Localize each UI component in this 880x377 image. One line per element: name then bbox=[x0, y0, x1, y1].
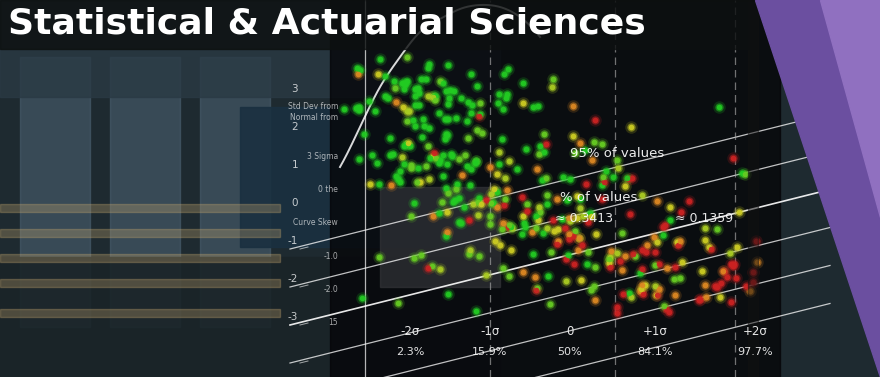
Bar bbox=[110, 57, 180, 327]
Text: 0 the: 0 the bbox=[319, 185, 338, 194]
Text: -1σ: -1σ bbox=[480, 325, 500, 338]
Text: % of values: % of values bbox=[560, 191, 637, 204]
Bar bbox=[0, 0, 500, 97]
Bar bbox=[330, 0, 780, 377]
Bar bbox=[0, 309, 280, 317]
Bar bbox=[0, 204, 280, 212]
Text: 84.1%: 84.1% bbox=[637, 347, 672, 357]
Text: 15: 15 bbox=[328, 318, 338, 327]
Text: 2: 2 bbox=[291, 122, 298, 132]
Text: -3: -3 bbox=[288, 312, 298, 322]
Text: Normal from: Normal from bbox=[290, 113, 338, 122]
Text: -2σ: -2σ bbox=[400, 325, 420, 338]
Text: +2σ: +2σ bbox=[743, 325, 767, 338]
Bar bbox=[0, 0, 750, 49]
Text: 50%: 50% bbox=[558, 347, 583, 357]
Text: 95% of values: 95% of values bbox=[570, 147, 664, 160]
Text: Std Dev from: Std Dev from bbox=[288, 102, 338, 111]
Bar bbox=[748, 0, 758, 377]
Text: ≈ 0.3413: ≈ 0.3413 bbox=[555, 212, 613, 225]
Text: 3 Sigma: 3 Sigma bbox=[307, 152, 338, 161]
Text: ≈ 0.1359: ≈ 0.1359 bbox=[675, 212, 733, 225]
Bar bbox=[200, 57, 270, 327]
Text: Curve Skew: Curve Skew bbox=[293, 218, 338, 227]
Text: 2.3%: 2.3% bbox=[396, 347, 424, 357]
Text: 1: 1 bbox=[291, 160, 298, 170]
Text: +1σ: +1σ bbox=[642, 325, 667, 338]
Text: -1: -1 bbox=[288, 236, 298, 246]
Bar bbox=[0, 279, 280, 287]
Text: 15.9%: 15.9% bbox=[473, 347, 508, 357]
Text: 3: 3 bbox=[291, 84, 298, 94]
Text: -2: -2 bbox=[288, 274, 298, 284]
Bar bbox=[240, 107, 470, 247]
Bar bbox=[0, 229, 280, 237]
Text: 0: 0 bbox=[567, 325, 574, 338]
Polygon shape bbox=[820, 0, 880, 217]
Text: -1.0: -1.0 bbox=[323, 252, 338, 261]
Bar bbox=[20, 57, 90, 327]
Text: 0: 0 bbox=[291, 198, 298, 208]
Bar bbox=[380, 187, 500, 287]
Bar bbox=[0, 257, 500, 377]
Text: -2.0: -2.0 bbox=[323, 285, 338, 294]
Polygon shape bbox=[755, 0, 880, 377]
Text: 97.7%: 97.7% bbox=[737, 347, 773, 357]
Bar bbox=[0, 254, 280, 262]
Text: Statistical & Actuarial Sciences: Statistical & Actuarial Sciences bbox=[8, 7, 646, 41]
